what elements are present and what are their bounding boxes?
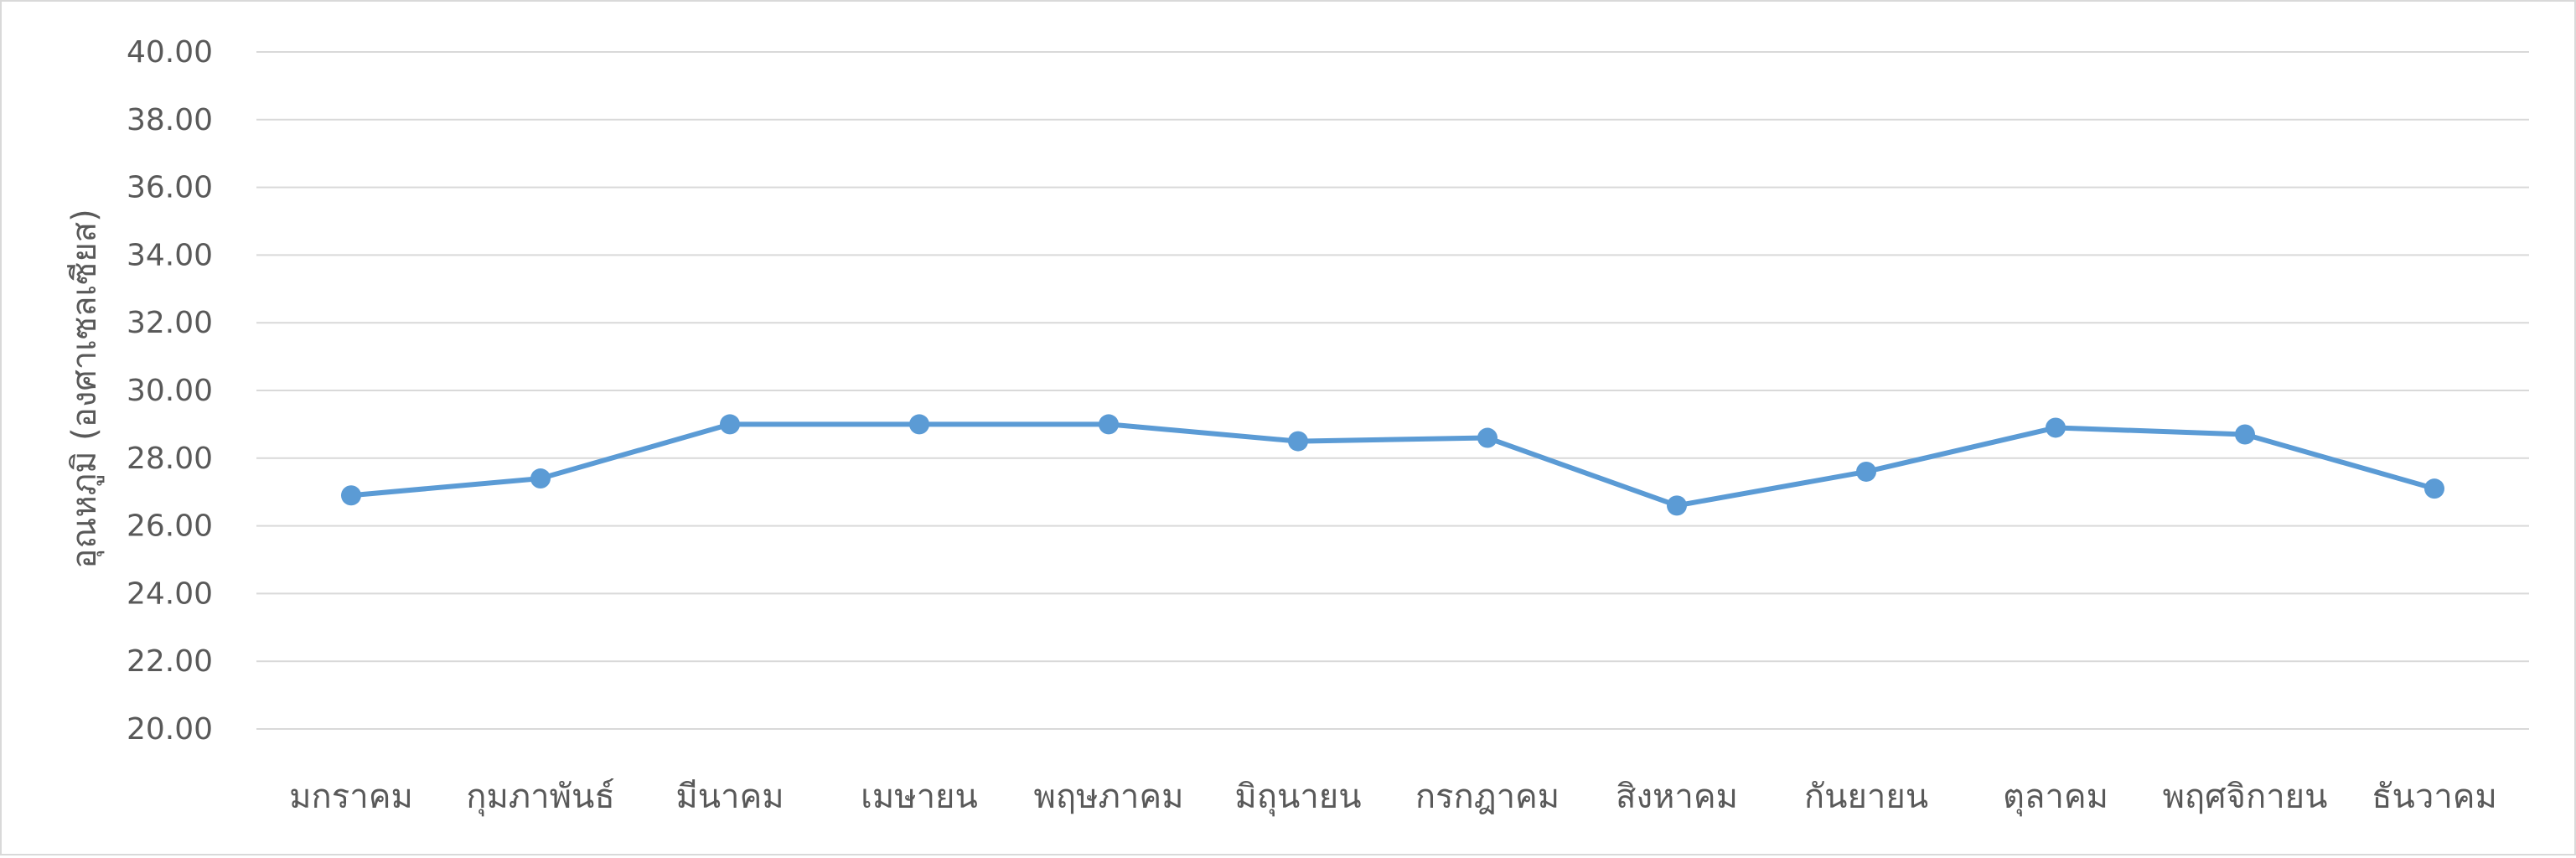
- data-point: [2424, 478, 2444, 499]
- y-tick-label: 36.00: [127, 171, 213, 205]
- x-category-label: พฤษภาคม: [1034, 778, 1184, 816]
- x-category-label: พฤศจิกายน: [2163, 778, 2328, 816]
- x-category-label: มีนาคม: [675, 778, 784, 816]
- x-category-label: เมษายน: [861, 778, 978, 816]
- series-layer: [341, 414, 2444, 516]
- y-tick-label: 26.00: [127, 509, 213, 544]
- y-tick-label: 22.00: [127, 644, 213, 679]
- x-axis-categories: มกราคม กุมภาพันธ์ มีนาคม เมษายน พฤษภาคม มิถุน…: [289, 778, 2497, 817]
- x-category-label: ธันวาคม: [2372, 778, 2497, 816]
- y-tick-label: 20.00: [127, 712, 213, 747]
- y-tick-label: 28.00: [127, 442, 213, 476]
- y-tick-label: 40.00: [127, 35, 213, 70]
- data-point: [720, 414, 740, 435]
- y-tick-label: 38.00: [127, 103, 213, 137]
- data-point: [530, 468, 551, 489]
- data-point: [1288, 431, 1308, 452]
- data-point: [2235, 424, 2255, 445]
- x-category-label: สิงหาคม: [1616, 778, 1738, 816]
- x-category-label: กุมภาพันธ์: [466, 778, 615, 817]
- x-category-label: มกราคม: [289, 778, 413, 816]
- data-point: [909, 414, 929, 435]
- gridlines: [256, 51, 2529, 730]
- y-axis-label: อุณหภูมิ (องศาเซลเซียส): [65, 209, 105, 569]
- x-category-label: กรกฎาคม: [1415, 778, 1560, 816]
- data-point: [1856, 461, 1876, 482]
- data-point: [1099, 414, 1119, 435]
- y-axis-ticks: 20.00 22.00 24.00 26.00 28.00 30.00 32.00 34.00…: [127, 35, 213, 747]
- y-tick-label: 32.00: [127, 306, 213, 340]
- series-line: [350, 421, 2435, 509]
- data-point: [1667, 495, 1687, 516]
- y-tick-label: 34.00: [127, 238, 213, 272]
- data-point: [2046, 417, 2066, 438]
- data-point: [341, 485, 361, 506]
- data-point: [1477, 427, 1497, 448]
- x-category-label: มิถุนายน: [1234, 778, 1361, 817]
- x-category-label: กันยายน: [1804, 778, 1928, 816]
- y-tick-label: 30.00: [127, 374, 213, 408]
- y-tick-label: 24.00: [127, 576, 213, 611]
- x-category-label: ตุลาคม: [2003, 778, 2108, 817]
